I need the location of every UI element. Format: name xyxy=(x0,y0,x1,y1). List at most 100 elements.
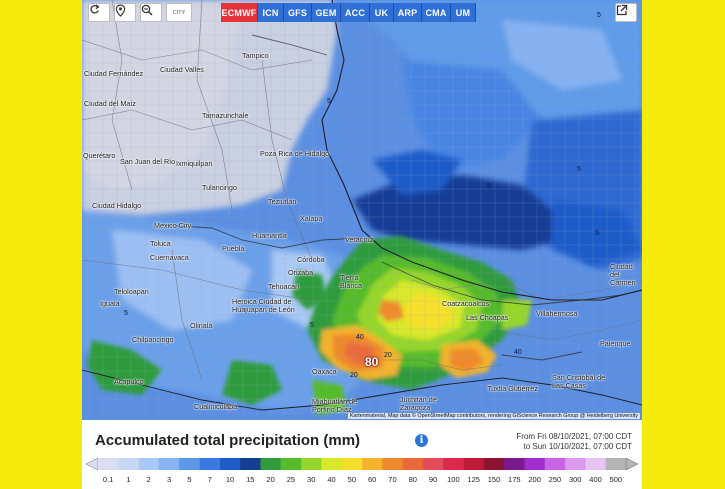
scale-tick-label: 90 xyxy=(428,475,438,484)
city-label: Tehuacán xyxy=(268,282,300,291)
share-icon xyxy=(616,4,628,16)
scale-tick-label: 40 xyxy=(327,475,336,484)
scale-tick-label: 300 xyxy=(568,475,582,484)
contour-label: 5 xyxy=(597,12,601,19)
city-label: Querétaro xyxy=(83,151,116,160)
cities-toggle-button[interactable]: CITY xyxy=(166,3,192,22)
gulf-coastline xyxy=(321,0,642,301)
scale-tick-label: 3 xyxy=(166,475,172,484)
city-label: Ciudad del Carmen xyxy=(610,262,636,287)
scale-tick-label: 400 xyxy=(589,475,602,484)
map-canvas xyxy=(82,0,642,420)
scale-swatch xyxy=(138,458,160,470)
scale-tick-label: 1 xyxy=(126,475,131,484)
peak-precipitation-label: 80 xyxy=(365,355,379,369)
scale-swatch xyxy=(179,458,200,470)
city-label: Tamazunchale xyxy=(202,111,249,120)
model-tab[interactable]: ARP xyxy=(394,3,422,22)
city-label: Juchitán de Zaragoza xyxy=(400,395,437,412)
city-label: Teloloapan xyxy=(114,287,149,296)
model-tab[interactable]: UK xyxy=(370,3,394,22)
city-label: Ciudad del Maíz xyxy=(84,99,136,108)
scale-tick-label: 2 xyxy=(146,475,151,484)
scale-tick-label: 15 xyxy=(246,475,255,484)
contour-label: 5 xyxy=(124,310,128,317)
pacific-coastline xyxy=(82,369,642,411)
model-tab[interactable]: UM xyxy=(451,3,476,22)
model-tab[interactable]: ACC xyxy=(341,3,370,22)
city-label: Miahuatlán de Porfirio Díaz xyxy=(312,397,358,414)
city-label: Villahermosa xyxy=(536,309,578,318)
scale-swatch xyxy=(402,458,424,470)
contour-label: 5 xyxy=(327,98,331,105)
city-label: Veracruz xyxy=(345,235,374,244)
precipitation-map[interactable]: Tampico Ciudad Valles Ciudad Fernández T… xyxy=(82,0,642,420)
scale-tick-label: 20 xyxy=(266,475,275,484)
model-tab[interactable]: ECMWF xyxy=(221,3,258,22)
contour-label: 20 xyxy=(350,372,358,379)
scale-swatch xyxy=(158,458,180,470)
scale-tick-label: 80 xyxy=(408,475,417,484)
contour-label: 5 xyxy=(595,230,599,237)
scale-swatch xyxy=(422,458,444,470)
scale-swatch xyxy=(443,458,464,470)
city-label: Cualiniculapa xyxy=(194,402,238,411)
scale-tick-label: 250 xyxy=(548,475,562,484)
scale-swatch xyxy=(199,458,221,470)
city-label: Heroica Ciudad de Huajuapan de León xyxy=(232,297,295,314)
contour-label: 5 xyxy=(310,322,314,329)
city-label: Ciudad Hidalgo xyxy=(92,201,142,210)
scale-max-arrow xyxy=(625,457,638,471)
scale-tick-label: 200 xyxy=(528,475,541,484)
highways xyxy=(161,34,623,361)
city-label: Huamantla xyxy=(252,231,287,240)
city-label: Orizaba xyxy=(288,268,314,277)
city-label: San Cristóbal de Las Casas xyxy=(552,373,606,390)
city-label: Tampico xyxy=(242,51,269,60)
scale-swatch xyxy=(504,458,525,470)
city-label: Mexico City xyxy=(154,221,192,230)
contour-label: 5 xyxy=(577,166,581,173)
refresh-button[interactable] xyxy=(88,3,110,22)
scale-swatch xyxy=(565,458,586,470)
city-label: Tulancingo xyxy=(202,183,237,192)
model-tab[interactable]: GFS xyxy=(284,3,312,22)
city-label: Toluca xyxy=(150,239,171,248)
city-label: Teziutlán xyxy=(268,197,297,206)
scale-tick-label: 7 xyxy=(207,475,212,484)
scale-swatch xyxy=(98,458,119,470)
city-label: Palenque xyxy=(600,339,631,348)
cities-toggle-label: CITY xyxy=(172,9,186,16)
scale-tick-label: 175 xyxy=(508,475,521,484)
model-tab[interactable]: GEM xyxy=(312,3,341,22)
city-label: Xalapa xyxy=(300,214,323,223)
scale-tick-label: 500 xyxy=(609,475,623,484)
scale-tick-label: 10 xyxy=(225,475,235,484)
city-label: Olinalá xyxy=(190,321,213,330)
model-tab[interactable]: ICN xyxy=(258,3,284,22)
scale-swatch xyxy=(341,458,363,470)
scale-tick-label: 5 xyxy=(187,475,192,484)
scale-tick-label: 100 xyxy=(447,475,460,484)
scale-tick-label: 60 xyxy=(367,475,377,484)
city-label: Tuxtla Gutiérrez xyxy=(487,384,538,393)
share-button[interactable] xyxy=(615,3,637,22)
location-button[interactable] xyxy=(114,3,136,22)
city-label: Córdoba xyxy=(297,255,325,264)
zoom-out-button[interactable] xyxy=(140,3,162,22)
scale-tick-label: 150 xyxy=(487,475,501,484)
refresh-icon xyxy=(90,4,100,14)
period-from: From Fri 08/10/2021, 07:00 CDT xyxy=(516,432,632,441)
location-pin-icon xyxy=(115,4,126,17)
zoom-out-icon xyxy=(141,4,153,16)
scale-swatch xyxy=(524,458,546,470)
scale-swatch xyxy=(321,458,342,470)
legend-title: Accumulated total precipitation (mm) xyxy=(95,432,361,449)
scale-swatch xyxy=(219,458,241,470)
info-icon[interactable]: i xyxy=(415,434,428,447)
scale-tick-label: 50 xyxy=(347,475,357,484)
model-tab[interactable]: CMA xyxy=(422,3,451,22)
city-label: Las Choapas xyxy=(466,313,509,322)
scale-swatch xyxy=(382,458,403,470)
period-to: to Sun 10/10/2021, 07:00 CDT xyxy=(523,442,632,451)
